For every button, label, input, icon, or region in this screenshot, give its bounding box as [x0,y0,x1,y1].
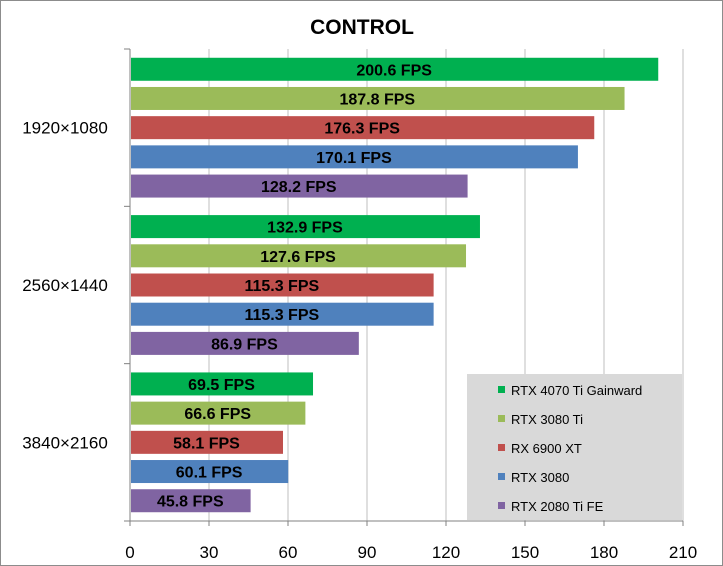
bar-value-label: 45.8 FPS [157,494,224,511]
bar-value-label: 127.6 FPS [260,249,336,266]
x-tick-label: 120 [432,543,460,562]
category-label: 1920×1080 [22,119,108,138]
bar-value-label: 200.6 FPS [356,62,432,79]
x-tick-label: 60 [279,543,298,562]
x-tick-label: 210 [669,543,697,562]
bar-value-label: 115.3 FPS [244,307,319,324]
bar [131,430,283,454]
bar-value-label: 86.9 FPS [211,336,278,353]
bar [131,331,359,355]
axes: 0 30 60 90 120 150 180 210 1920×1080 2560×1440 384… [22,48,697,562]
chart-title: CONTROL [310,16,414,39]
legend-swatch [498,502,505,509]
bar [131,174,468,198]
bar-value-label: 66.6 FPS [184,406,251,423]
legend-swatch [498,444,505,451]
bar [131,145,578,169]
bar-value-label: 170.1 FPS [316,150,392,167]
legend-entry-label: RX 6900 XT [511,441,582,456]
category-label: 3840×2160 [22,433,108,452]
bar [131,116,595,140]
bar-value-label: 69.5 FPS [188,377,255,394]
legend-entry-label: RTX 2080 Ti FE [511,499,604,514]
bar-value-label: 176.3 FPS [324,121,400,138]
x-tick-label: 180 [590,543,618,562]
bar [131,273,434,297]
bar [131,215,480,239]
bar [131,302,434,326]
bar [131,460,289,484]
bar-value-label: 58.1 FPS [173,435,240,452]
bar [131,489,251,513]
bar-value-label: 115.3 FPS [244,278,319,295]
legend-swatch [498,386,505,393]
x-tick-label: 150 [511,543,539,562]
legend: RTX 4070 Ti Gainward RTX 3080 Ti RX 6900 X… [467,374,682,520]
legend-entry-label: RTX 4070 Ti Gainward [511,383,642,398]
bar [131,57,659,81]
bar [131,372,314,396]
legend-entry-label: RTX 3080 Ti [511,412,583,427]
bar [131,244,467,268]
category-label: 2560×1440 [22,276,108,295]
bar [131,401,306,425]
bar-value-label: 128.2 FPS [261,179,337,196]
legend-swatch [498,473,505,480]
legend-swatch [498,415,505,422]
bars: 200.6 FPS 187.8 FPS 176.3 FPS 170.1 FPS 128.… [131,57,659,513]
bar-value-label: 187.8 FPS [339,91,415,108]
bar-value-label: 132.9 FPS [267,220,343,237]
bar [131,86,625,110]
x-tick-label: 0 [125,543,134,562]
legend-entry-label: RTX 3080 [511,470,569,485]
bar-value-label: 60.1 FPS [176,465,243,482]
x-tick-label: 90 [358,543,377,562]
x-tick-label: 30 [200,543,219,562]
